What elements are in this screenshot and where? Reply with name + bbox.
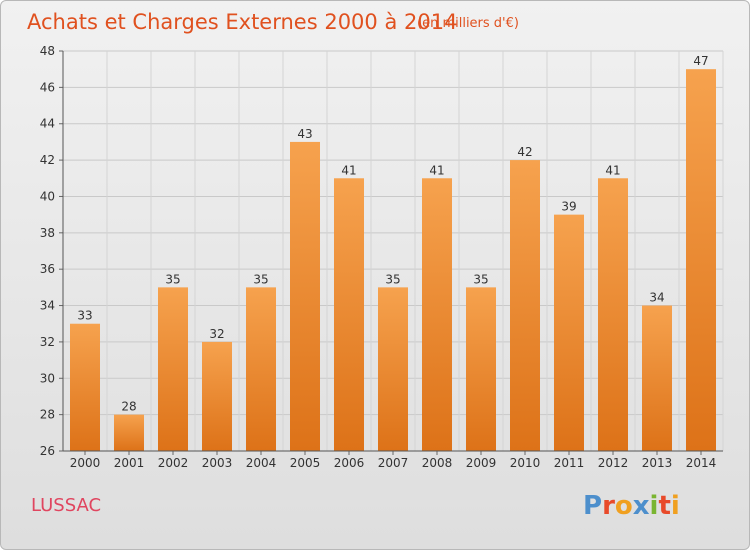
chart-unit: (en milliers d'€)	[417, 16, 519, 31]
x-tick-label: 2004	[246, 456, 277, 470]
data-label: 39	[561, 200, 576, 214]
x-tick-label: 2012	[598, 456, 629, 470]
logo-letter: i	[649, 491, 659, 521]
logo-letter: t	[658, 491, 671, 521]
y-tick-label: 28	[40, 408, 55, 422]
data-label: 47	[693, 54, 708, 68]
data-label: 41	[341, 163, 356, 177]
x-tick-label: 2011	[554, 456, 585, 470]
y-tick-label: 34	[40, 299, 55, 313]
bar	[466, 287, 496, 451]
proxiti-logo: Proxiti	[583, 491, 680, 521]
data-label: 41	[605, 163, 620, 177]
x-tick-label: 2013	[642, 456, 673, 470]
axes: 26 28 30 32 34 36 38 40 42 44 46 48 2000 2001 2002 2003…	[40, 44, 723, 470]
data-label: 42	[517, 145, 532, 159]
x-tick-label: 2005	[290, 456, 321, 470]
bar	[158, 287, 188, 451]
data-label: 35	[385, 272, 400, 286]
bar	[422, 178, 452, 452]
x-tick-label: 2009	[466, 456, 497, 470]
logo-letter: r	[602, 491, 615, 521]
data-label: 35	[253, 272, 268, 286]
bar	[686, 69, 716, 451]
x-tick-label: 2008	[422, 456, 453, 470]
y-tick-label: 26	[40, 444, 55, 458]
bars: 33 28 35 32 35 43 41 35 41 35 42 39 41 34 47	[70, 54, 716, 452]
y-tick-label: 38	[40, 226, 55, 240]
data-label: 28	[121, 400, 136, 414]
bar	[246, 287, 276, 451]
x-tick-label: 2006	[334, 456, 365, 470]
bar	[642, 305, 672, 451]
y-tick-label: 40	[40, 189, 55, 203]
logo-letter: P	[583, 491, 603, 521]
data-label: 41	[429, 163, 444, 177]
x-tick-label: 2001	[114, 456, 145, 470]
y-tick-label: 42	[40, 153, 55, 167]
data-label: 32	[209, 327, 224, 341]
bar	[378, 287, 408, 451]
bar	[290, 141, 320, 451]
x-tick-label: 2007	[378, 456, 409, 470]
chart-title: Achats et Charges Externes 2000 à 2014	[27, 10, 457, 34]
data-label: 33	[77, 309, 92, 323]
bar	[202, 341, 232, 451]
data-label: 43	[297, 127, 312, 141]
x-tick-label: 2010	[510, 456, 541, 470]
data-label: 35	[165, 272, 180, 286]
y-tick-label: 46	[40, 80, 55, 94]
logo-letter: i	[670, 491, 680, 521]
x-tick-label: 2003	[202, 456, 233, 470]
data-label: 35	[473, 272, 488, 286]
bar	[114, 414, 144, 451]
bar	[554, 214, 584, 451]
bar	[510, 160, 540, 451]
bar	[70, 323, 100, 451]
x-tick-label: 2002	[158, 456, 189, 470]
bar	[334, 178, 364, 452]
x-tick-label: 2014	[686, 456, 717, 470]
y-tick-label: 48	[40, 44, 55, 58]
data-label: 34	[649, 291, 664, 305]
y-tick-label: 44	[40, 117, 55, 131]
y-tick-label: 36	[40, 262, 55, 276]
bar	[598, 178, 628, 452]
y-tick-label: 30	[40, 371, 55, 385]
place-name: LUSSAC	[31, 495, 102, 516]
x-tick-label: 2000	[70, 456, 101, 470]
y-tick-label: 32	[40, 335, 55, 349]
logo-letter: x	[632, 491, 650, 521]
logo-letter: o	[614, 491, 633, 521]
